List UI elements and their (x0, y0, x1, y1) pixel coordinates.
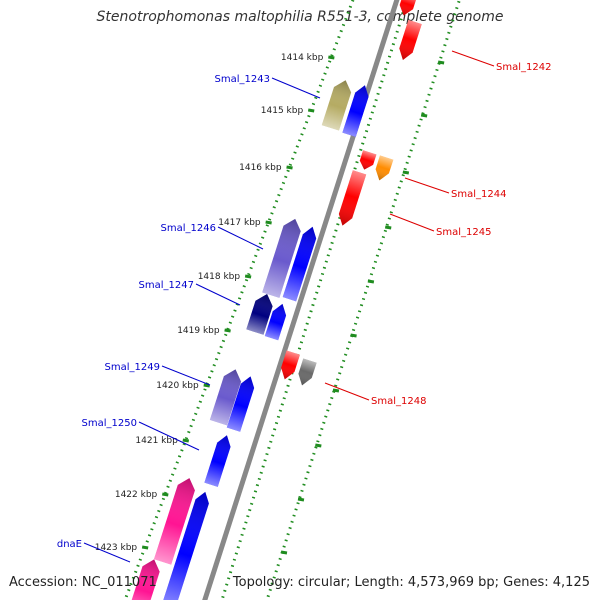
tick-dash (182, 438, 190, 443)
gene-label-leader (217, 226, 264, 250)
ruler-tick-label: 1417 kbp (218, 218, 261, 228)
gene-arrow[interactable] (262, 216, 304, 298)
gene-label-leader (138, 421, 200, 451)
ruler-tick-label: 1420 kbp (156, 381, 199, 391)
gene-arrow-shade (321, 80, 352, 131)
gene-label: Smal_1244 (451, 189, 506, 200)
gene-arrow[interactable] (373, 155, 394, 182)
gene-arrow-shade (281, 350, 300, 380)
tick-dash (286, 165, 293, 170)
gene-label-leader (404, 177, 450, 194)
gene-arrow[interactable] (282, 225, 319, 302)
ruler-tick-label: 1418 kbp (198, 272, 241, 282)
gene-arrow-shade (264, 303, 287, 341)
tick-dash (265, 220, 272, 225)
gene-arrow[interactable] (295, 358, 317, 387)
gene-arrow[interactable] (264, 302, 289, 341)
tick-dash (402, 170, 410, 175)
gene-label-leader (451, 50, 495, 67)
gene-label: Smal_1243 (215, 74, 270, 85)
gene-label-leader (389, 213, 435, 232)
gene-arrow[interactable] (226, 374, 257, 432)
gene-arrow[interactable] (204, 433, 233, 487)
gene-arrow-shade (298, 358, 317, 386)
ruler-tick-label: 1416 kbp (239, 163, 282, 173)
gene-arrow-shade (399, 0, 418, 16)
gene-labels: Smal_1242 Smal_1243 Smal_1244 Smal_1245 Smal… (57, 50, 551, 563)
tick-dash (384, 225, 392, 230)
tick-dash (141, 545, 149, 550)
gene-arrow-shade (162, 491, 209, 600)
gene-arrow-shade (375, 155, 394, 181)
tick-dash (367, 279, 375, 284)
gene-arrow-shade (209, 369, 242, 426)
tick-dash (297, 497, 305, 502)
gene-arrow-shade (399, 19, 422, 61)
gene-label: Smal_1247 (139, 280, 194, 291)
gene-label-leader (83, 542, 131, 563)
gene-arrow-shade (204, 435, 231, 487)
gene-label: Smal_1249 (105, 362, 160, 373)
gene-arrow-shade (246, 293, 273, 335)
gene-arrow-shade (154, 478, 195, 565)
gc-dotted-line (220, 0, 409, 600)
gene-arrow-shade (127, 559, 160, 600)
gene-arrow[interactable] (397, 0, 418, 18)
gene-label: Smal_1250 (82, 418, 137, 429)
gene-label-leader (271, 77, 321, 99)
gene-label-leader (195, 283, 241, 306)
backbone-line (202, 0, 400, 600)
gene-label-leader (161, 365, 211, 386)
gene-arrow-shade (262, 218, 301, 298)
tick-dash (437, 60, 445, 65)
gene-arrow[interactable] (321, 77, 354, 131)
gene-arrow[interactable] (278, 350, 300, 382)
gene-arrow[interactable] (358, 150, 377, 171)
tick-dash (203, 383, 210, 388)
gene-label: dnaE (57, 539, 82, 550)
gene-arrow[interactable] (342, 83, 371, 137)
gene-arrow[interactable] (209, 367, 244, 426)
gene-label: Smal_1242 (496, 62, 551, 73)
tick-dash (307, 108, 315, 113)
gene-arrow-shade (342, 85, 369, 137)
accession-text: Accession: NC_011071 (9, 575, 157, 590)
gene-label: Smal_1245 (436, 227, 491, 238)
ruler-tick-label: 1423 kbp (95, 543, 138, 553)
tick-dash (162, 492, 169, 497)
gc-dotted-tracks (123, 0, 461, 600)
ruler-tick-label: 1422 kbp (115, 490, 158, 500)
tick-dash (350, 333, 357, 338)
tick-dash (280, 550, 288, 555)
ruler-tick-label: 1421 kbp (135, 436, 178, 446)
topology-summary: Topology: circular; Length: 4,573,969 bp… (232, 575, 590, 590)
ruler-tick-label: 1414 kbp (281, 53, 324, 63)
gene-arrow-shade (282, 226, 317, 302)
gene-arrow-shade (338, 170, 367, 226)
tick-dash (420, 113, 428, 118)
gene-arrow[interactable] (246, 291, 275, 335)
tick-dash (332, 388, 340, 393)
gene-arrow[interactable] (162, 490, 212, 600)
gc-dotted-line (123, 0, 355, 600)
gene-label: Smal_1246 (161, 223, 216, 234)
gene-arrow-shade (226, 376, 255, 432)
gene-label-leader (324, 382, 370, 401)
gene-arrow[interactable] (336, 170, 367, 228)
gene-track (127, 0, 422, 600)
tick-dash (224, 328, 231, 333)
tick-dash (315, 443, 322, 448)
gene-arrow[interactable] (127, 557, 162, 600)
ruler-tick-label: 1419 kbp (177, 326, 220, 336)
ruler-ticks: 1414 kbp 1415 kbp 1416 kbp 1417 kbp 1418 kbp… (95, 53, 445, 555)
gene-arrow[interactable] (154, 475, 198, 565)
gene-arrow[interactable] (396, 19, 422, 62)
gene-label: Smal_1248 (371, 396, 426, 407)
gene-arrow-shade (359, 150, 377, 170)
tick-dash (244, 274, 252, 279)
tick-dash (328, 55, 335, 60)
ruler-tick-label: 1415 kbp (261, 106, 304, 116)
